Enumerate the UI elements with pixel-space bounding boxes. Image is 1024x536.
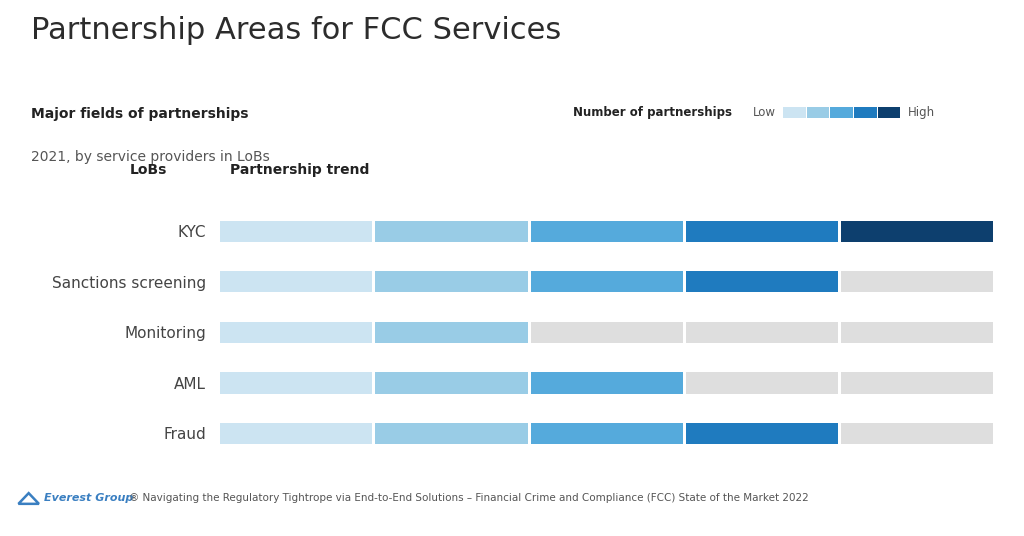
Bar [530, 221, 683, 242]
Bar [376, 221, 527, 242]
Bar [376, 423, 527, 444]
Bar [376, 322, 527, 343]
Text: Everest Group: Everest Group [44, 494, 133, 503]
Bar [686, 423, 838, 444]
Text: Major fields of partnerships: Major fields of partnerships [31, 107, 248, 121]
Bar [841, 373, 993, 393]
Text: High: High [908, 106, 935, 119]
Bar [841, 271, 993, 292]
Text: Partnership trend: Partnership trend [230, 163, 370, 177]
Bar [220, 221, 373, 242]
Text: 2021, by service providers in LoBs: 2021, by service providers in LoBs [31, 150, 269, 164]
Bar [376, 373, 527, 393]
Text: Low: Low [753, 106, 775, 119]
Bar [220, 322, 373, 343]
Bar [530, 373, 683, 393]
Bar [841, 322, 993, 343]
Bar [220, 423, 373, 444]
Bar [686, 373, 838, 393]
Bar [686, 271, 838, 292]
Bar [686, 221, 838, 242]
Bar [220, 271, 373, 292]
Text: ® Navigating the Regulatory Tightrope via End-to-End Solutions – Financial Crime: ® Navigating the Regulatory Tightrope vi… [129, 494, 809, 503]
Text: LoBs: LoBs [130, 163, 167, 177]
Bar [530, 322, 683, 343]
Bar [220, 373, 373, 393]
Bar [376, 271, 527, 292]
Bar [530, 271, 683, 292]
Text: Number of partnerships: Number of partnerships [573, 106, 732, 119]
Bar [841, 221, 993, 242]
Bar [841, 423, 993, 444]
Text: Partnership Areas for FCC Services: Partnership Areas for FCC Services [31, 16, 561, 45]
Bar [530, 423, 683, 444]
Bar [686, 322, 838, 343]
